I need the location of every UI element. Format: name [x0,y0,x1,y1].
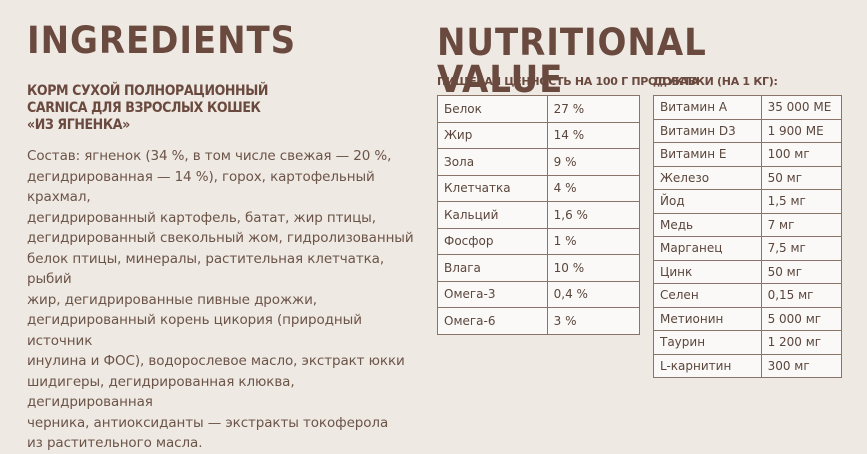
table-row: Таурин 1 200 мг [653,330,843,355]
table-row: Метионин 5 000 мг [653,306,843,331]
nutrient-value: 1 % [546,227,641,255]
nutrient-name: Зола [437,148,548,176]
table-row: Марганец 7,5 мг [653,236,843,261]
table-row: Клетчатка 4 % [437,174,641,202]
nutrient-name: Жир [437,121,548,149]
table-row: Витамин Е 100 мг [653,142,843,167]
table-row: Жир 14 % [437,121,641,149]
table-row: Витамин D3 1 900 МЕ [653,118,843,143]
nutrient-name: Йод [653,189,762,214]
nutrient-name: Марганец [653,236,762,261]
per100-heading: ПИЩЕВАЯ ЦЕННОСТЬ НА 100 Г ПРОДУКТА [437,75,699,88]
nutrient-name: Витамин D3 [653,118,762,143]
composition-line: черника, антиоксиданты — экстракты токоф… [27,414,389,431]
per100-table: Белок 27 % Жир 14 % Зола 9 % Клетчатка 4 % Кальц… [437,95,641,335]
nutrient-value: 4 % [546,174,641,202]
nutrient-value: 0,15 мг [760,283,843,308]
table-row: Омега-6 3 % [437,307,641,335]
composition-line: инулина и ФОС), водорослевое масло, экст… [27,353,405,369]
nutrient-name: L-карнитин [653,353,762,378]
composition-line: Состав: ягненок (34 %, в том числе свежа… [27,148,392,164]
table-row: Железо 50 мг [653,165,843,190]
nutrient-value: 9 % [546,148,641,176]
ingredients-title: INGREDIENTS [27,19,297,62]
table-row: Зола 9 % [437,148,641,176]
nutrient-name: Фосфор [437,227,548,255]
table-row: Витамин А 35 000 МЕ [653,95,843,120]
composition-line: дегидрированный картофель, батат, жир пт… [27,209,376,226]
nutrient-value: 14 % [546,121,641,149]
nutrient-value: 7 мг [760,212,843,237]
nutrient-name: Железо [653,165,762,190]
nutrient-value: 300 мг [760,353,843,378]
nutrient-value: 50 мг [760,259,843,284]
nutrient-value: 1 900 МЕ [760,118,843,143]
nutrient-value: 1,5 мг [760,189,843,214]
table-row: Цинк 50 мг [653,259,843,284]
nutrient-value: 3 % [546,307,641,335]
nutrient-name: Белок [437,95,548,123]
nutrient-value: 27 % [546,95,641,123]
composition-line: дегидрированный корень цикория (природны… [27,312,362,349]
nutrient-name: Медь [653,212,762,237]
nutrient-name: Метионин [653,306,762,331]
nutrient-value: 0,4 % [546,280,641,308]
nutrient-value: 35 000 МЕ [760,95,843,120]
table-row: L-карнитин 300 мг [653,353,843,378]
table-row: Влага 10 % [437,254,641,282]
nutrient-name: Таурин [653,330,762,355]
table-row: Йод 1,5 мг [653,189,843,214]
nutrition-title: NUTRITIONAL VALUE [437,21,707,101]
nutrient-name: Клетчатка [437,174,548,202]
nutrient-name: Омега-6 [437,307,548,335]
nutrient-name: Омега-3 [437,280,548,308]
table-row: Белок 27 % [437,95,641,123]
nutrient-value: 100 мг [760,142,843,167]
composition-line: из растительного масла. [27,435,203,451]
table-row: Медь 7 мг [653,212,843,237]
composition-line: шидигеры, дегидрированная клюква, дегидр… [27,373,295,411]
nutrient-name: Цинк [653,259,762,284]
nutrition-section: NUTRITIONAL VALUE ПИЩЕВАЯ ЦЕННОСТЬ НА 10… [437,21,843,378]
table-row: Омега-3 0,4 % [437,280,641,308]
nutrient-name: Влага [437,254,548,282]
nutrient-value: 1 200 мг [760,330,843,355]
nutrient-value: 7,5 мг [760,236,843,261]
additives-heading: ДОБАВКИ (НА 1 КГ): [653,75,778,88]
table-row: Селен 0,15 мг [653,283,843,308]
nutrient-value: 50 мг [760,165,843,190]
nutrient-name: Кальций [437,201,548,229]
nutrient-name: Витамин А [653,95,762,120]
nutrient-value: 5 000 мг [760,306,843,331]
table-row: Кальций 1,6 % [437,201,641,229]
table-row: Фосфор 1 % [437,227,641,255]
product-name: КОРМ СУХОЙ ПОЛНОРАЦИОННЫЙ CARNICA ДЛЯ ВЗ… [27,83,268,133]
composition-line: дегидрированная — 14 %), горох, картофел… [27,168,375,206]
composition-line: белок птицы, минералы, растительная клет… [27,250,385,288]
nutrient-name: Селен [653,283,762,308]
nutrient-value: 10 % [546,254,641,282]
additives-table: Витамин А 35 000 МЕ Витамин D3 1 900 МЕ Вита… [653,95,843,378]
composition-line: жир, дегидрированные пивные дрожжи, [27,291,317,308]
composition-line: дегидрированный свекольный жом, гидролиз… [27,230,414,246]
nutrient-name: Витамин Е [653,142,762,167]
nutrient-value: 1,6 % [546,201,641,229]
